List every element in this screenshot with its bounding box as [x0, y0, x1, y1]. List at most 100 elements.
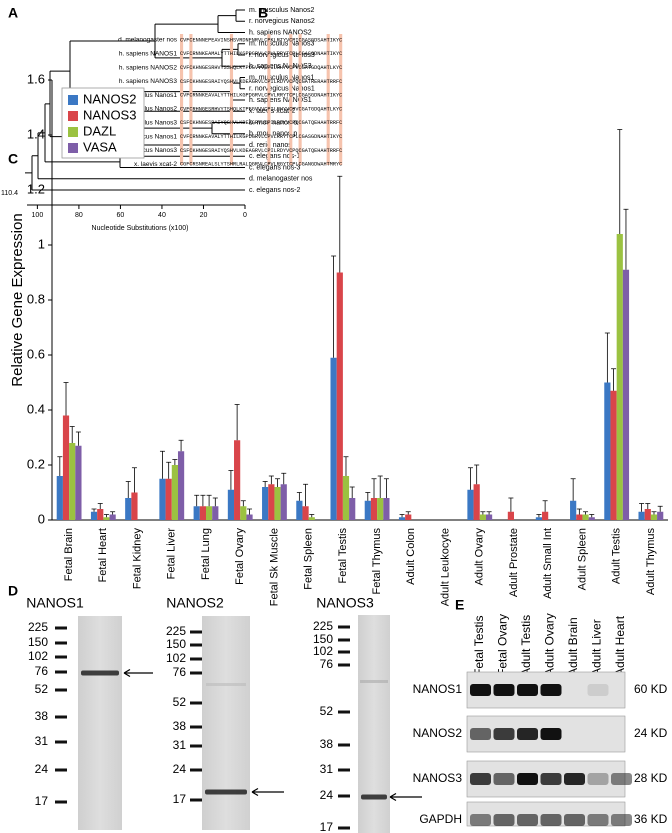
- bar: [588, 517, 595, 520]
- blot-band: [493, 773, 515, 785]
- blot-band: [493, 684, 515, 696]
- marker-bar: [55, 688, 67, 692]
- error-bar: [467, 467, 473, 490]
- y-tick-label: 1.2: [27, 181, 45, 196]
- marker-bar: [55, 641, 67, 645]
- blot-title: NANOS2: [166, 595, 224, 611]
- marker-label: 76: [173, 665, 187, 679]
- x-tick-label: Fetal Spleen: [303, 528, 315, 590]
- tree-leaf-label: h. sapiens NANOS1: [249, 97, 312, 104]
- x-tick-label: Adult Small Int: [542, 528, 554, 599]
- marker-bar: [190, 671, 202, 675]
- bar: [97, 509, 104, 520]
- marker-bar: [190, 768, 202, 772]
- tree-leaf-label: x. laevis xcat-2: [249, 108, 295, 115]
- marker-bar: [190, 701, 202, 705]
- lane-label: Adult Testis: [519, 615, 533, 676]
- error-bar: [542, 500, 548, 512]
- gel: [358, 615, 390, 833]
- bar: [90, 511, 98, 520]
- conserved-column: [180, 34, 184, 165]
- blot-band: [611, 773, 632, 785]
- bar: [131, 492, 138, 520]
- arrow: [389, 792, 422, 802]
- legend-label: VASA: [83, 139, 117, 154]
- sequence-name: m. musculus Nanos2: [116, 106, 177, 113]
- marker-label: 17: [173, 792, 187, 806]
- legend-swatch: [68, 127, 78, 137]
- error-bar: [178, 439, 184, 452]
- x-tick-label: Fetal Sk Muscle: [268, 528, 280, 606]
- tree-leaf-label: b. mori nanos p: [249, 131, 297, 138]
- error-bar: [589, 514, 595, 518]
- bar: [212, 506, 219, 520]
- sequence: CSFCKHNGESRAIYQSHVLKDEAGRVLCPILRDYVCPQCG…: [180, 120, 342, 126]
- row-label: GAPDH: [419, 812, 462, 826]
- bar: [479, 514, 486, 520]
- marker-label: 38: [320, 737, 334, 751]
- error-bar: [474, 464, 480, 485]
- marker-bar: [338, 794, 350, 798]
- error-bar: [206, 494, 212, 507]
- bar: [610, 390, 617, 520]
- bar: [199, 506, 206, 520]
- conserved-column: [229, 34, 234, 165]
- sequence: CVFCRNNKEAVALYTTHILKGPDGRVLCPVLRRYTCPLCG…: [180, 134, 342, 140]
- lane-label: Fetal Testis: [472, 616, 486, 676]
- legend-swatch: [68, 95, 78, 105]
- blot-band: [517, 684, 538, 696]
- blot-band: [517, 728, 538, 740]
- blot-band: [540, 814, 562, 826]
- error-bar: [657, 505, 663, 512]
- error-bar: [617, 129, 623, 234]
- tree-leaf-label: d. rerio nanos: [249, 142, 292, 149]
- error-bar: [103, 514, 109, 518]
- error-bar: [166, 461, 172, 479]
- sequence-name: d. melanogaster nos: [118, 37, 178, 44]
- error-bar: [200, 494, 206, 507]
- bar: [364, 500, 371, 520]
- tree-leaf-label: c. elegans nos-1: [249, 153, 300, 160]
- bar: [109, 514, 116, 520]
- y-tick-label: 1.6: [27, 71, 45, 86]
- x-tick-label: Fetal Thymus: [371, 528, 383, 595]
- conserved-column: [339, 34, 343, 165]
- error-bar: [383, 478, 389, 498]
- error-bar: [275, 478, 281, 487]
- sequence: CVFCRNNKEAVALYTTHILKGPDGRVLCPVLRRYTCPLCG…: [180, 93, 342, 99]
- tree-tick-label: 40: [158, 212, 166, 219]
- tree-tick-label: 100: [32, 212, 44, 219]
- error-bar: [604, 332, 610, 383]
- marker-bar: [338, 625, 350, 629]
- x-tick-label: Fetal Lung: [200, 528, 212, 580]
- legend-label: NANOS3: [83, 107, 136, 122]
- blot-band: [470, 773, 491, 785]
- x-tick-label: Adult Testis: [611, 528, 623, 585]
- sequence: CSFCKHNGESRAIYQSHVLKDEAGRVLCPILRDYVCPQCG…: [180, 148, 342, 154]
- blot-band: [564, 773, 585, 785]
- error-bar: [343, 456, 349, 476]
- panel-label: B: [258, 5, 268, 21]
- row-label: NANOS1: [413, 682, 463, 696]
- tree-leaf-label: m. musculus Nanos2: [249, 7, 314, 14]
- error-bar: [480, 511, 486, 515]
- y-tick-label: 1.4: [27, 126, 45, 141]
- error-bar: [371, 478, 377, 498]
- blot-band: [517, 773, 538, 785]
- error-bar: [337, 175, 343, 273]
- marker-bar: [55, 768, 67, 772]
- marker-bar: [55, 740, 67, 744]
- x-tick-label: Adult Colon: [405, 528, 417, 585]
- conserved-column: [267, 34, 271, 165]
- tree-leaf-label: m. musculus Nanos1: [249, 74, 314, 81]
- marker-label: 31: [320, 762, 334, 776]
- lane-label: Adult Liver: [590, 619, 604, 676]
- marker-label: 24: [173, 762, 187, 776]
- y-tick-label: 0.2: [27, 456, 45, 471]
- panel-label: A: [8, 5, 18, 21]
- sequence: CVFCRHNGESRHVYTSHQLKTPEGVVVCPILRHYVCPVCG…: [180, 106, 342, 112]
- error-bar: [75, 431, 81, 446]
- blot-band: [587, 814, 609, 826]
- bar: [467, 489, 474, 520]
